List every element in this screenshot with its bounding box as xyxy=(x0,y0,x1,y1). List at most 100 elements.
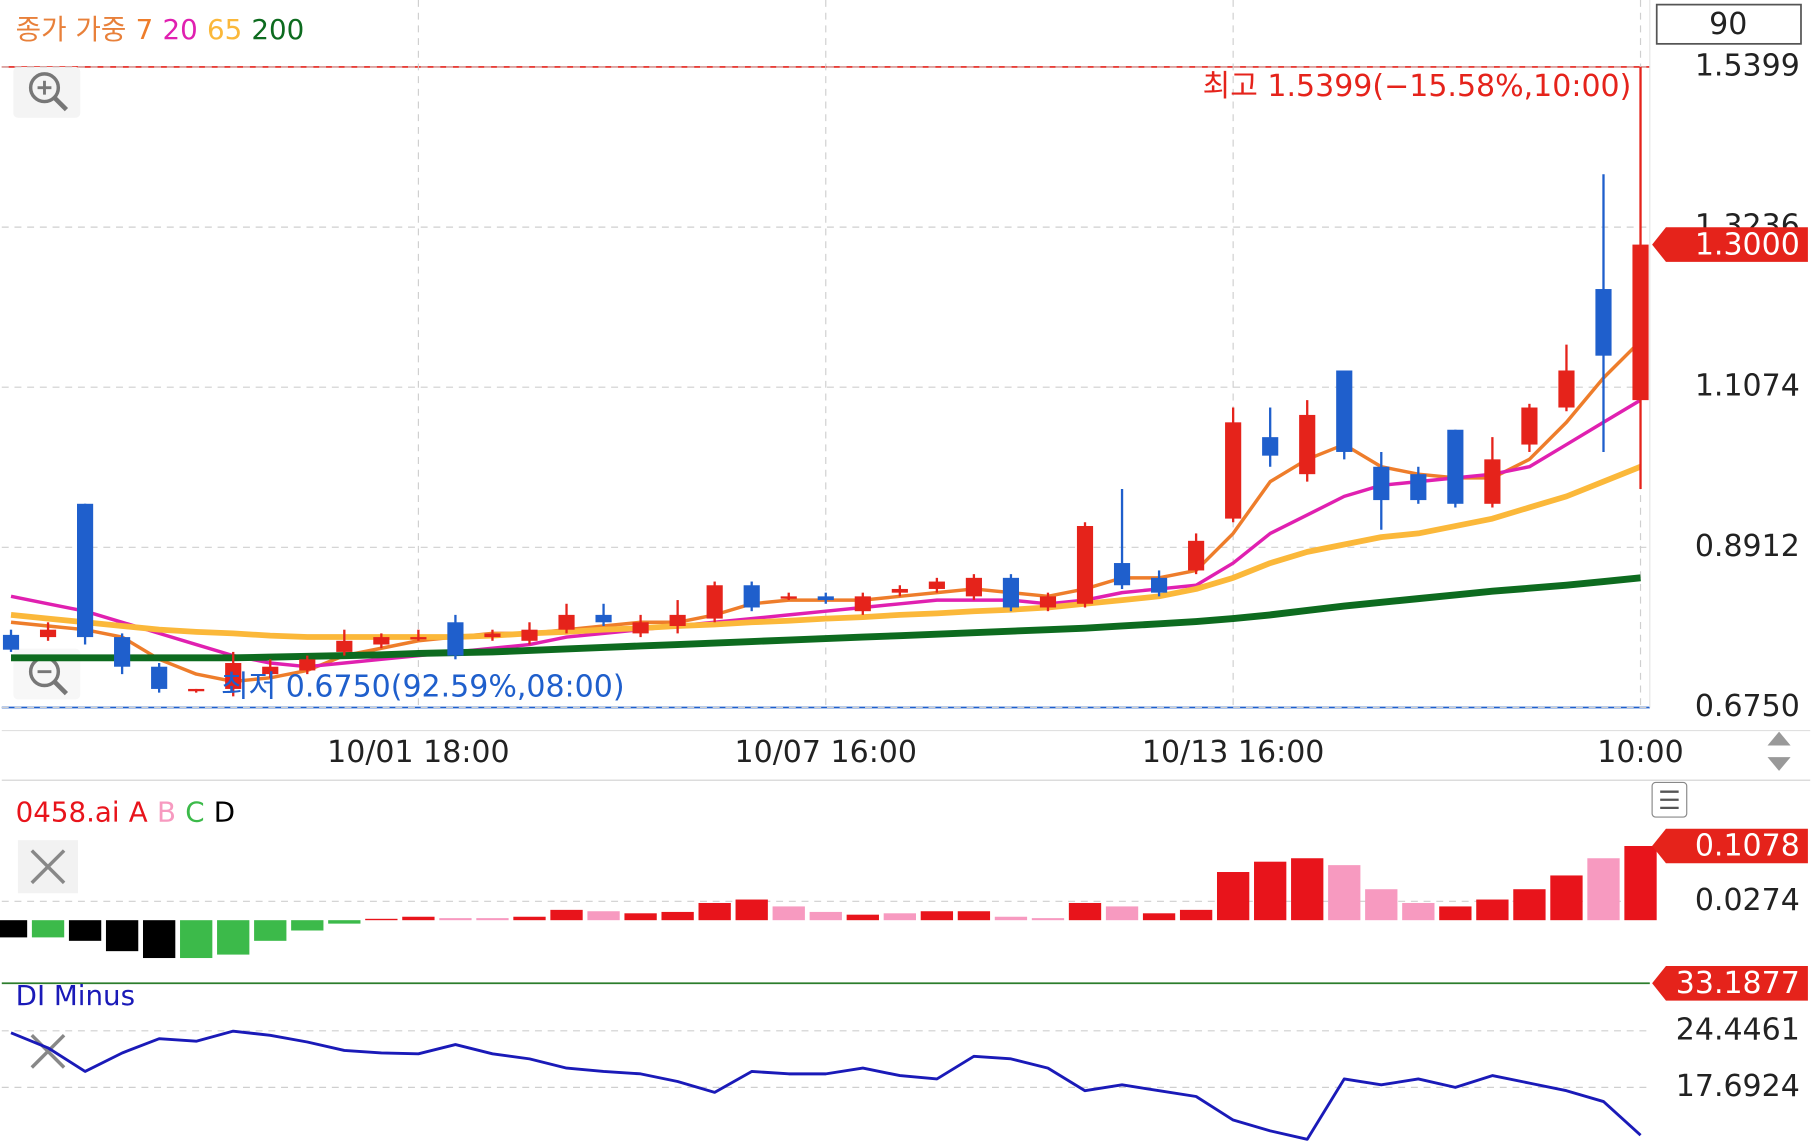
bar xyxy=(1068,902,1102,921)
candle-body xyxy=(447,622,464,656)
legend-label: D xyxy=(214,796,235,829)
last-price-tag: 1.3000 xyxy=(1695,227,1800,262)
panel-title: DI Minus xyxy=(16,979,135,1012)
candle-body xyxy=(1632,244,1649,401)
scroll-arrows[interactable] xyxy=(1767,731,1791,771)
candle-body xyxy=(1262,437,1279,456)
candle-body xyxy=(1188,540,1205,571)
bar xyxy=(1254,861,1287,921)
candle-body xyxy=(1225,422,1242,519)
zoom-in-button[interactable] xyxy=(13,66,81,118)
last-value-tag-bg xyxy=(1652,965,1808,1001)
bar xyxy=(1476,899,1509,921)
close-button[interactable] xyxy=(17,840,78,894)
bar xyxy=(217,920,250,955)
bar xyxy=(0,920,28,938)
arrow-up xyxy=(1767,731,1791,746)
candle-body xyxy=(77,503,94,638)
candle-body xyxy=(1336,370,1353,452)
low-annotation: 최저 0.6750(92.59%,08:00) xyxy=(221,669,624,704)
candle-body xyxy=(1002,577,1020,608)
candle-body xyxy=(299,659,316,671)
high-annotation: 최고 1.5399(−15.58%,10:00) xyxy=(1203,69,1632,104)
bar xyxy=(1291,858,1324,921)
candle-body xyxy=(1039,596,1057,608)
candle-body xyxy=(854,596,871,612)
x-tick-label: 10/07 16:00 xyxy=(735,735,917,770)
bar xyxy=(31,920,65,938)
bar xyxy=(254,920,287,941)
y-tick-label: 1.5399 xyxy=(1695,48,1800,83)
bar xyxy=(1587,858,1620,921)
candle-body xyxy=(262,666,279,675)
candle-body xyxy=(1484,459,1501,504)
bar xyxy=(550,909,583,921)
legend-label: 7 xyxy=(136,13,154,46)
candle-body xyxy=(1410,474,1427,501)
legend-label: A xyxy=(129,796,148,829)
legend-label: 20 xyxy=(163,13,198,46)
candle-body xyxy=(1076,526,1094,604)
candle-body xyxy=(1150,577,1168,593)
candle-body xyxy=(225,663,242,689)
last-value-tag: 33.1877 xyxy=(1676,966,1800,1001)
bar xyxy=(587,911,620,921)
bar xyxy=(1365,889,1398,921)
candle-body xyxy=(521,629,538,641)
panel-title: 0458.ai xyxy=(16,796,120,829)
candle-body xyxy=(188,688,205,692)
candle-body xyxy=(780,596,797,599)
chart-title: 종가 가중 xyxy=(16,13,127,46)
legend-label: 200 xyxy=(251,13,304,46)
candle-body xyxy=(39,629,57,638)
candle-body xyxy=(1521,407,1538,445)
bar xyxy=(439,918,472,921)
candle-body xyxy=(595,614,612,623)
period-box xyxy=(1655,3,1802,45)
x-tick-label: 10/13 16:00 xyxy=(1142,735,1324,770)
moving-average xyxy=(11,574,1641,662)
bar xyxy=(1031,918,1065,921)
di-line xyxy=(10,1029,1642,1141)
candle-body xyxy=(558,614,575,630)
bar xyxy=(180,920,213,959)
close-button[interactable] xyxy=(30,1033,66,1069)
bar xyxy=(846,914,879,921)
bar xyxy=(328,920,361,924)
candle-body xyxy=(1299,414,1316,475)
menu-button[interactable] xyxy=(1651,781,1688,818)
bar xyxy=(142,920,176,959)
y-tick-label: 0.0274 xyxy=(1695,883,1800,918)
candle-body xyxy=(114,637,131,667)
zoom-icon xyxy=(53,96,69,112)
bar xyxy=(365,918,398,921)
candle-body xyxy=(1373,466,1390,501)
last-value-tag-bg xyxy=(1652,828,1808,864)
close-icon xyxy=(30,1033,66,1069)
bar xyxy=(105,920,139,952)
period-label: 90 xyxy=(1709,7,1747,42)
candle-body xyxy=(632,622,649,634)
bar xyxy=(1513,889,1546,921)
candle-body xyxy=(817,596,834,601)
legend-label: 65 xyxy=(207,13,242,46)
bar xyxy=(920,911,954,921)
candle-body xyxy=(373,637,390,645)
bar xyxy=(68,920,102,941)
candle-body xyxy=(1113,563,1131,586)
last-value-tag: 0.1078 xyxy=(1695,829,1800,864)
y-tick-label: 0.8912 xyxy=(1695,529,1800,564)
candle-body xyxy=(669,614,686,626)
legend: 7 20 65 200 xyxy=(136,13,305,46)
bar xyxy=(772,906,805,921)
candle-body xyxy=(1447,429,1464,504)
legend-label: C xyxy=(185,796,204,829)
bar xyxy=(1105,906,1139,921)
candle-body xyxy=(151,666,168,689)
x-tick-label: 10/01 18:00 xyxy=(327,735,509,770)
bar xyxy=(513,916,546,921)
bar xyxy=(994,916,1028,921)
candle-body xyxy=(1595,289,1612,356)
